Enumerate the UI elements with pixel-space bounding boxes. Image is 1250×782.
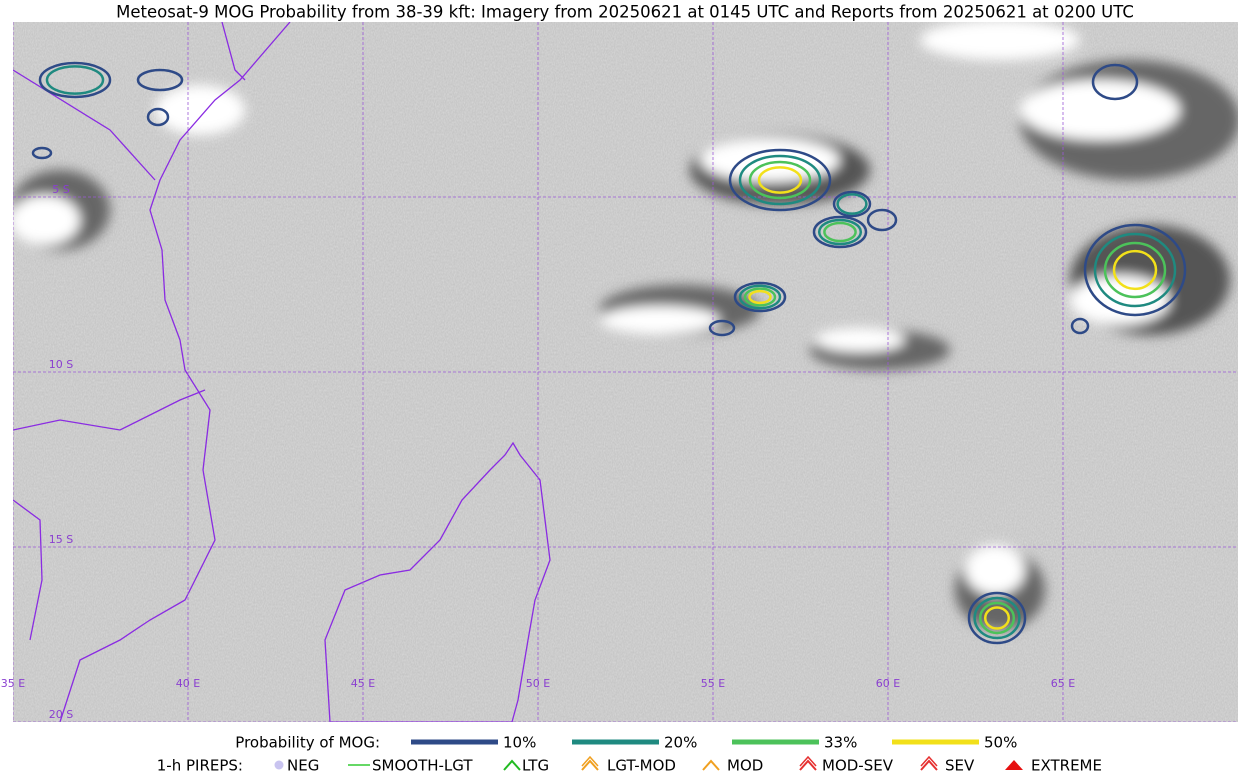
contour [967, 591, 1027, 645]
legend: Probability of MOG: 10% 20% 33% 50% 1-h PIREP… [157, 734, 1102, 775]
parallel-label: 20 S [49, 708, 73, 721]
contour [973, 596, 1021, 640]
parallel-label: 10 S [49, 358, 73, 371]
pirep-label: LTG [522, 757, 549, 775]
map [13, 22, 1238, 722]
pirep-label: MOD [727, 757, 763, 775]
contour [1112, 249, 1158, 291]
meridian-label: 40 E [176, 677, 200, 690]
title: Meteosat-9 MOG Probability from 38-39 kf… [116, 3, 1134, 22]
contour [983, 606, 1011, 630]
pirep-icon [799, 755, 817, 767]
probability-contours [31, 61, 1187, 645]
parallel-label: 15 S [49, 533, 73, 546]
contour [812, 215, 868, 249]
contour [836, 193, 868, 215]
clouds [13, 22, 1238, 630]
graticule [13, 22, 1238, 722]
contour [748, 289, 772, 305]
contour [823, 221, 857, 243]
contour [146, 107, 170, 127]
contour [45, 65, 105, 95]
pirep-label: SMOOTH-LGT [372, 757, 473, 775]
contour [748, 160, 812, 200]
contour [31, 146, 53, 160]
contour [817, 218, 863, 246]
legend-label: 20% [664, 734, 697, 752]
pirep-icon [1005, 760, 1023, 770]
contour [728, 148, 832, 212]
contour [757, 166, 803, 194]
meridian-label: 45 E [351, 677, 375, 690]
contour [866, 208, 898, 232]
meridian-label: 55 E [701, 677, 725, 690]
pirep-label: SEV [945, 757, 975, 775]
legend-label: 10% [503, 734, 536, 752]
contour [733, 281, 787, 313]
contour [1083, 223, 1187, 317]
contour [136, 68, 184, 92]
contour [743, 287, 777, 307]
contour [1070, 317, 1090, 335]
pirep-icon [920, 755, 938, 767]
legend-title: Probability of MOG: [235, 734, 380, 752]
meridian-label: 35 E [1, 677, 25, 690]
contour [738, 284, 782, 310]
pirep-label: EXTREME [1031, 757, 1102, 775]
legend-label: 33% [824, 734, 857, 752]
legend-label: 50% [984, 734, 1017, 752]
pirep-label: LGT-MOD [607, 757, 676, 775]
meridian-label: 60 E [876, 677, 900, 690]
contour [1103, 241, 1167, 299]
meridian-label: 65 E [1051, 677, 1075, 690]
pirep-label: NEG [287, 757, 319, 775]
contour [978, 601, 1016, 635]
pirep-icon [274, 760, 284, 770]
pirep-icon [503, 759, 521, 771]
contour [708, 319, 736, 337]
legend-title: 1-h PIREPS: [157, 757, 243, 775]
meridian-label: 50 E [526, 677, 550, 690]
contour [1093, 232, 1177, 308]
graticule-labels: 35 E 40 E 45 E 50 E 55 E 60 E 65 E 5 S 10 S 15 S 2… [1, 183, 1075, 721]
pirep-icon [581, 759, 599, 771]
contour [832, 190, 872, 218]
pirep-icon [702, 759, 720, 771]
contour [38, 61, 112, 99]
contour [738, 154, 822, 206]
pirep-icon [920, 759, 938, 771]
contour [1091, 63, 1139, 101]
pirep-icon [799, 759, 817, 771]
pirep-icon [581, 755, 599, 767]
pirep-label: MOD-SEV [822, 757, 894, 775]
parallel-label: 5 S [52, 183, 69, 196]
